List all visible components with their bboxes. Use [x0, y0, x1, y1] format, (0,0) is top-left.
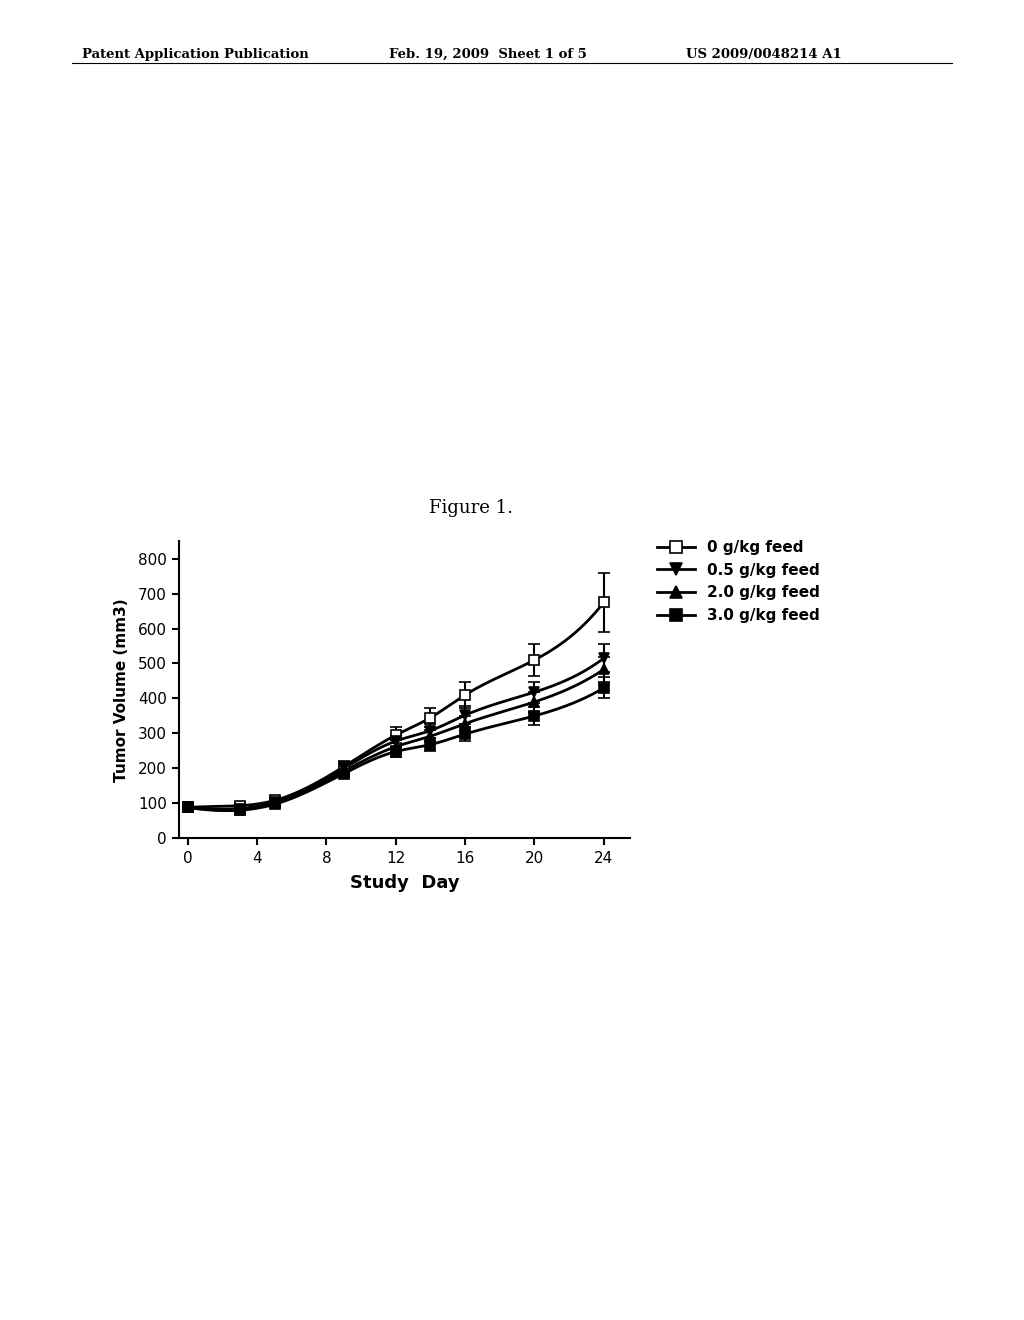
Text: Patent Application Publication: Patent Application Publication: [82, 48, 308, 61]
Text: Figure 1.: Figure 1.: [429, 499, 513, 517]
Legend: 0 g/kg feed, 0.5 g/kg feed, 2.0 g/kg feed, 3.0 g/kg feed: 0 g/kg feed, 0.5 g/kg feed, 2.0 g/kg fee…: [651, 535, 826, 630]
Text: US 2009/0048214 A1: US 2009/0048214 A1: [686, 48, 842, 61]
Y-axis label: Tumor Volume (mm3): Tumor Volume (mm3): [115, 598, 129, 781]
X-axis label: Study  Day: Study Day: [349, 874, 460, 892]
Text: Feb. 19, 2009  Sheet 1 of 5: Feb. 19, 2009 Sheet 1 of 5: [389, 48, 587, 61]
